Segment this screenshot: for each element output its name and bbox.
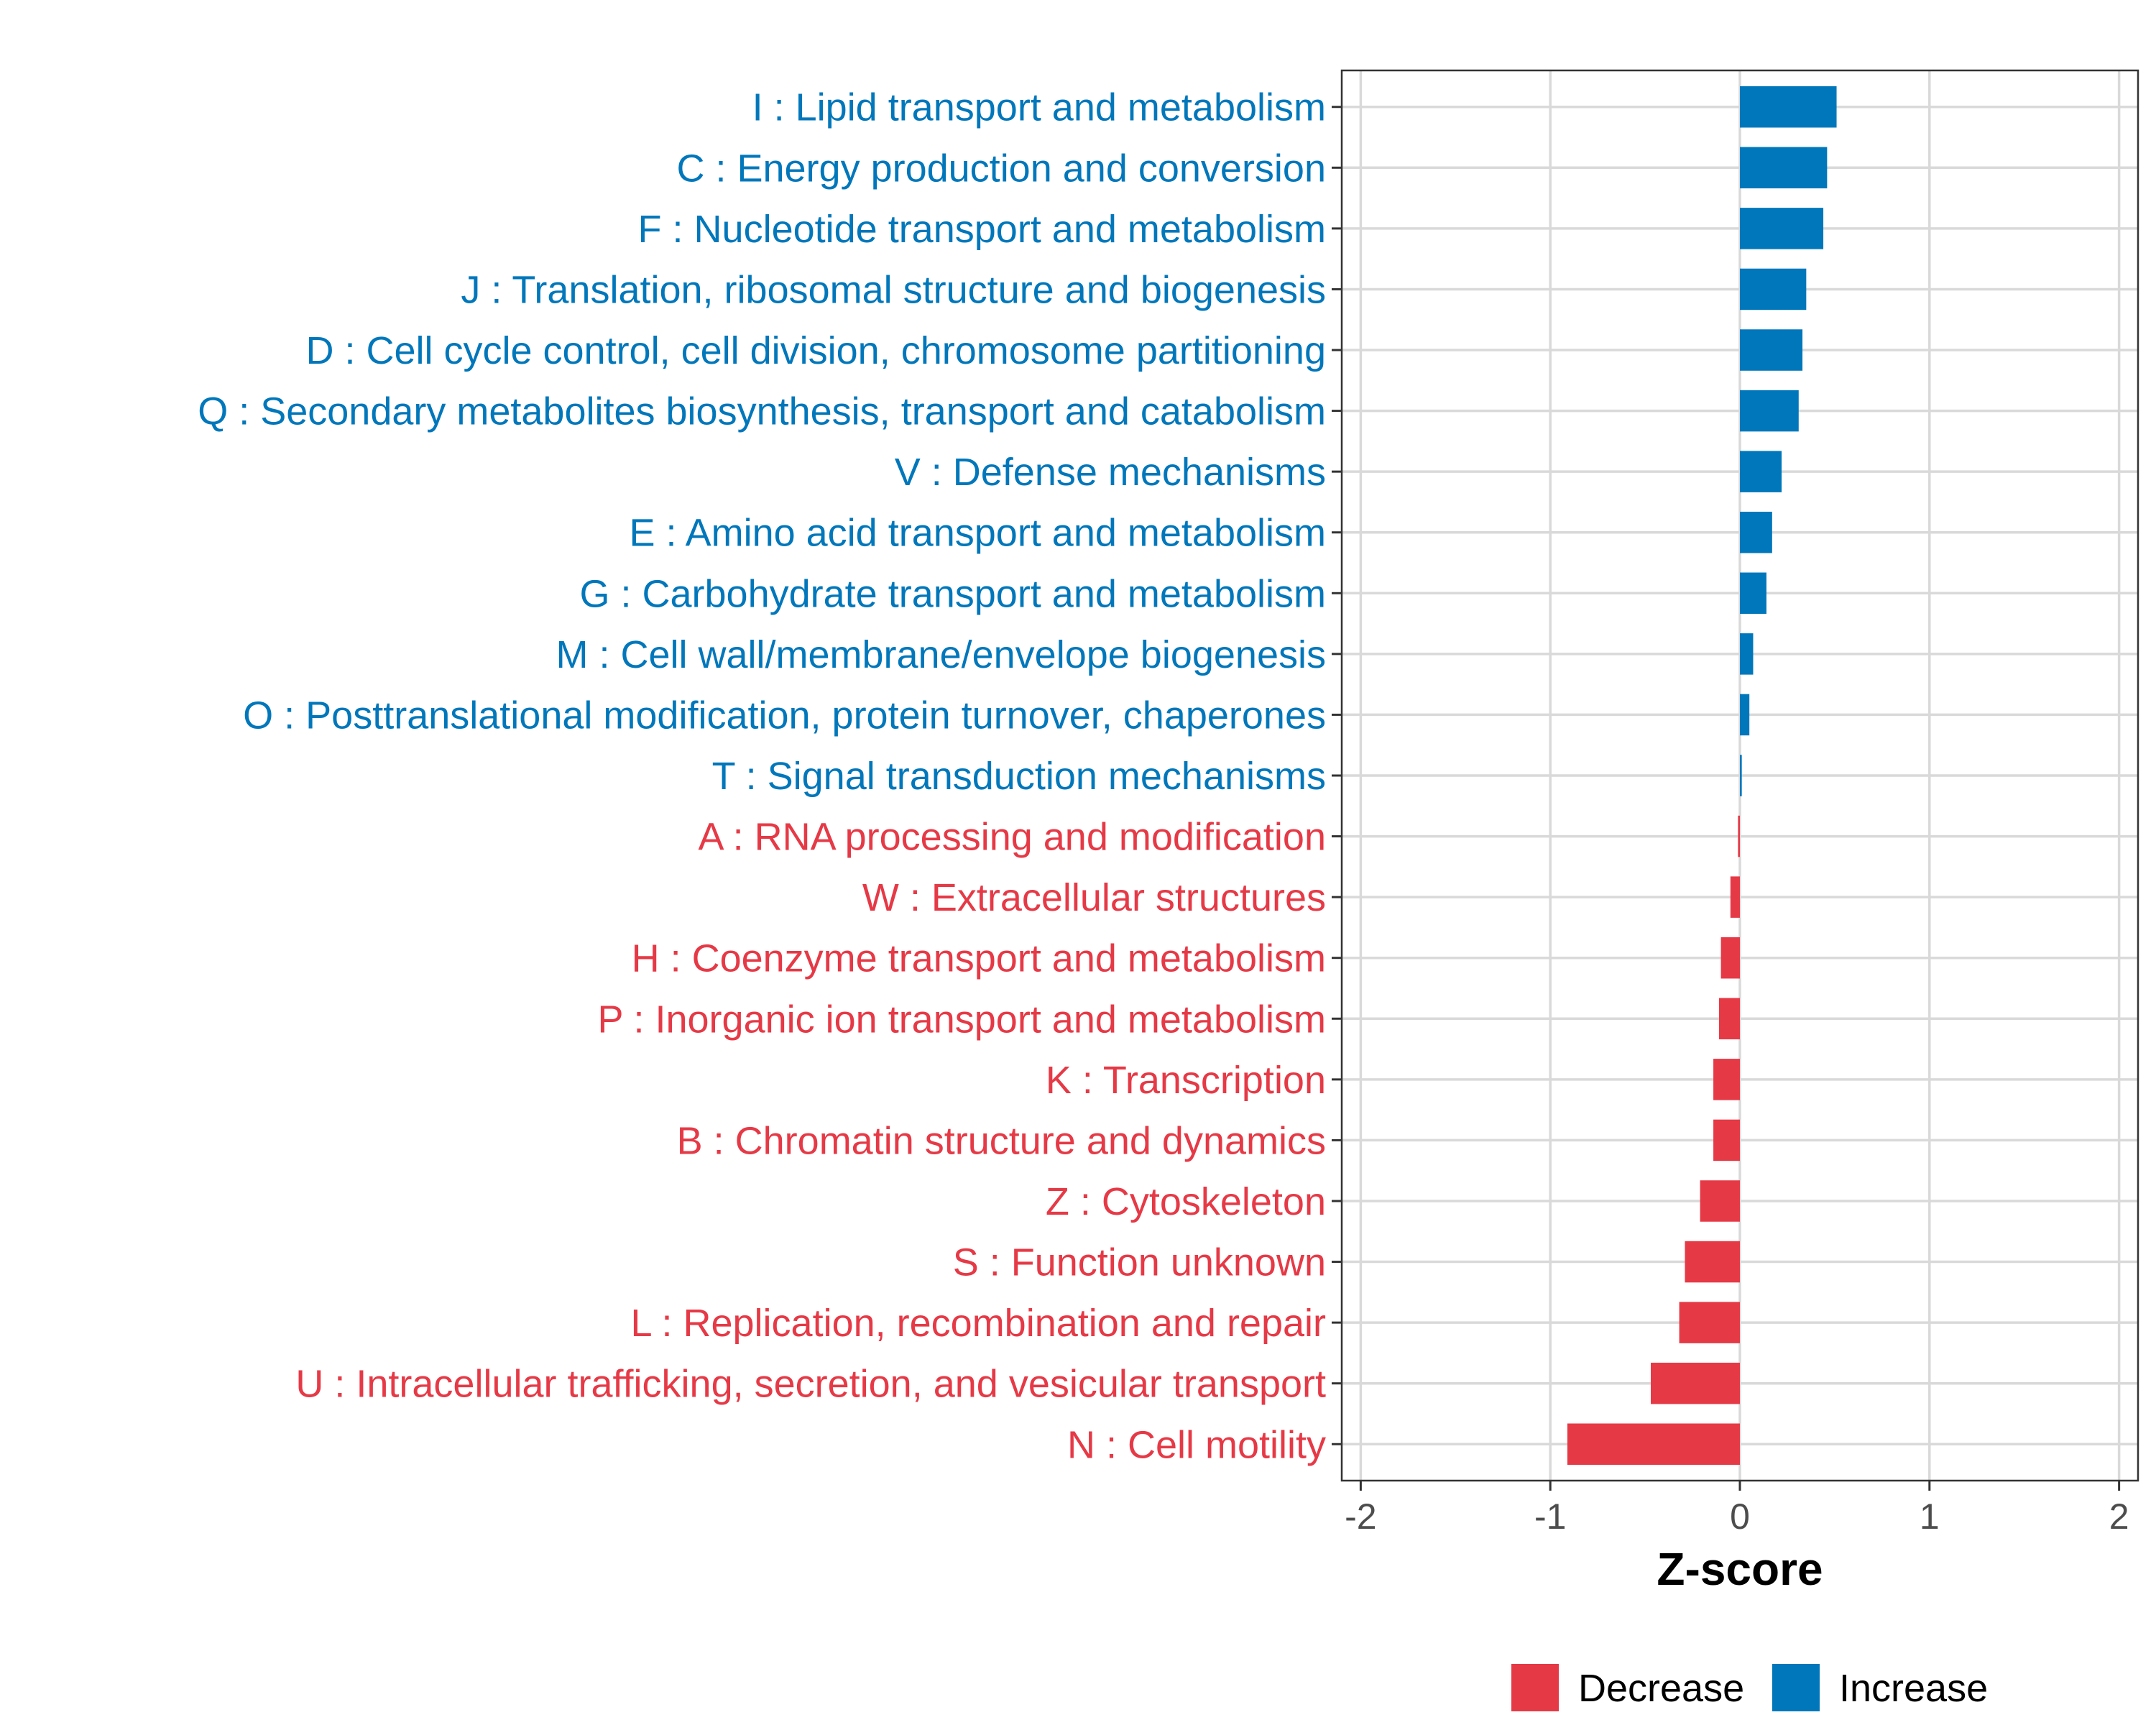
category-label: H : Coenzyme transport and metabolism [632,937,1326,980]
x-tick-label: 1 [1920,1496,1940,1537]
bar [1740,755,1742,796]
bar [1713,1059,1740,1100]
category-label: I : Lipid transport and metabolism [752,86,1326,129]
x-axis-title: Z-score [1657,1543,1823,1595]
bar [1567,1423,1740,1466]
category-label: A : RNA processing and modification [699,816,1326,859]
category-label: B : Chromatin structure and dynamics [677,1119,1326,1162]
bar [1713,1119,1740,1162]
bar [1740,147,1828,189]
bar [1700,1180,1740,1222]
bar [1718,998,1740,1040]
legend-swatch [1772,1664,1820,1711]
bar [1740,572,1766,615]
bar-layer [1567,86,1837,1466]
bar [1740,390,1799,432]
bar [1740,694,1750,736]
bar [1651,1362,1740,1404]
legend-label: Decrease [1578,1667,1744,1710]
category-label: F : Nucleotide transport and metabolism [638,208,1326,251]
category-label: N : Cell motility [1067,1423,1326,1466]
x-tick-label: 0 [1730,1496,1750,1537]
category-label: K : Transcription [1046,1059,1326,1102]
category-label: W : Extracellular structures [862,876,1326,919]
category-label: T : Signal transduction mechanisms [712,755,1326,798]
x-tick-label: -1 [1534,1496,1566,1537]
category-label: L : Replication, recombination and repai… [630,1302,1326,1345]
category-label: E : Amino acid transport and metabolism [630,512,1326,555]
category-label: V : Defense mechanisms [895,451,1326,494]
bar [1738,815,1740,857]
category-label: M : Cell wall/membrane/envelope biogenes… [556,633,1326,676]
category-label: C : Energy production and conversion [676,147,1326,190]
bar [1740,511,1772,553]
legend-swatch [1511,1664,1559,1711]
legend: Decrease Increase [1511,1664,1988,1711]
category-label: Q : Secondary metabolites biosynthesis, … [198,390,1326,433]
y-axis-labels: I : Lipid transport and metabolism C : En… [198,86,1326,1467]
category-label: J : Translation, ribosomal structure and… [461,268,1326,311]
bar [1740,329,1803,371]
category-label: D : Cell cycle control, cell division, c… [305,329,1326,372]
category-label: S : Function unknown [953,1241,1326,1284]
bar [1740,208,1824,249]
category-label: Z : Cytoskeleton [1046,1180,1326,1223]
category-label: U : Intracellular trafficking, secretion… [295,1363,1326,1406]
y-axis-ticks [1332,106,1342,1445]
bar [1679,1302,1740,1343]
x-tick-label: -2 [1345,1496,1376,1537]
bar [1740,633,1754,675]
bar [1685,1241,1740,1283]
legend-label: Increase [1839,1667,1988,1710]
x-axis-ticks: -2 -1 0 1 2 [1345,1481,2129,1537]
x-tick-label: 2 [2109,1496,2129,1537]
category-label: O : Posttranslational modification, prot… [243,694,1326,737]
bar [1740,86,1837,128]
category-label: P : Inorganic ion transport and metaboli… [597,998,1326,1041]
bar [1740,451,1782,492]
bar [1720,937,1740,979]
bar [1730,876,1740,918]
category-label: G : Carbohydrate transport and metabolis… [580,572,1327,615]
bar [1740,268,1807,310]
